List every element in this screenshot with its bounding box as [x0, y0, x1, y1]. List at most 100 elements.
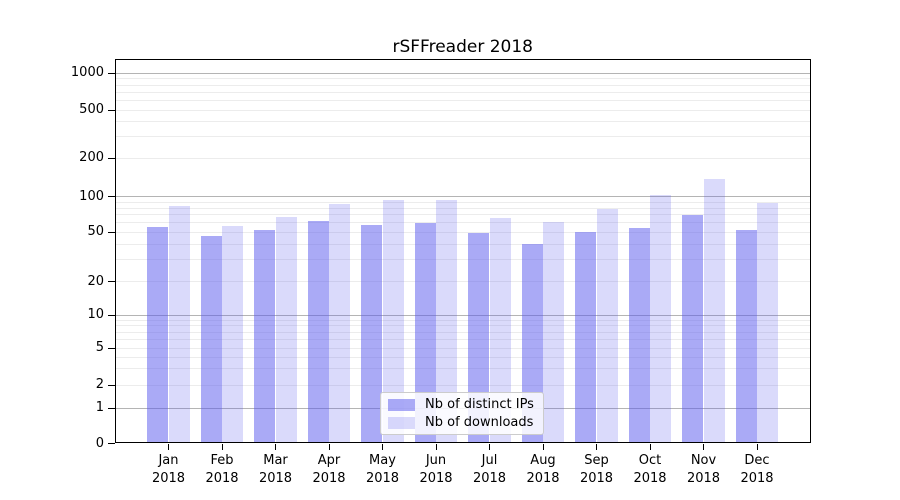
- y-tick-5: [108, 347, 115, 349]
- y-tick-1000: [108, 72, 115, 74]
- bar-downloads-dec: [757, 202, 779, 444]
- minor-gridline: [115, 78, 811, 80]
- y-tick-500: [108, 109, 115, 111]
- y-tick-50: [108, 231, 115, 233]
- minor-gridline: [115, 157, 811, 159]
- bar-downloads-sep: [596, 208, 618, 444]
- bar-distinct-ips-apr: [307, 221, 329, 444]
- x-tick-oct: [649, 444, 651, 450]
- x-tick-dec: [756, 444, 758, 450]
- minor-gridline: [115, 325, 811, 327]
- bar-downloads-mar: [275, 217, 297, 444]
- y-tick-10: [108, 314, 115, 316]
- minor-gridline: [115, 259, 811, 261]
- legend-swatch-downloads: [388, 416, 415, 429]
- minor-gridline: [115, 214, 811, 216]
- x-tick-apr: [328, 444, 330, 450]
- minor-gridline: [115, 319, 811, 321]
- y-tick-label-5: 5: [95, 340, 104, 356]
- bar-distinct-ips-jul: [468, 233, 490, 444]
- y-tick-label-2: 2: [95, 377, 104, 392]
- x-tick-may: [382, 444, 383, 450]
- x-tick-jul: [489, 444, 490, 450]
- major-gridline-100: [115, 196, 811, 198]
- bar-distinct-ips-nov: [682, 214, 704, 444]
- x-tick-mar: [275, 444, 276, 450]
- minor-gridline: [115, 356, 811, 358]
- y-tick-label-10: 10: [87, 307, 104, 322]
- x-tick-label-mar: Mar 2018: [258, 453, 293, 486]
- y-tick-label-200: 200: [79, 150, 104, 166]
- major-gridline-1000: [115, 72, 811, 74]
- bar-distinct-ips-jan: [147, 227, 169, 444]
- y-tick-0: [108, 443, 115, 444]
- x-tick-label-dec: Dec 2018: [740, 453, 774, 486]
- x-tick-label-jan: Jan 2018: [151, 453, 186, 486]
- x-tick-label-sep: Sep 2018: [579, 453, 614, 486]
- minor-gridline: [115, 99, 811, 101]
- y-tick-label-0: 0: [95, 435, 104, 451]
- x-tick-feb: [221, 444, 223, 450]
- bar-distinct-ips-mar: [254, 230, 276, 444]
- y-tick-label-1: 1: [95, 400, 104, 416]
- x-tick-label-oct: Oct 2018: [633, 453, 667, 486]
- x-tick-sep: [596, 444, 597, 450]
- bar-distinct-ips-feb: [200, 235, 222, 444]
- x-tick-label-may: May 2018: [365, 453, 400, 486]
- minor-gridline: [115, 347, 811, 349]
- x-tick-label-jul: Jul 2018: [472, 453, 507, 486]
- bar-downloads-nov: [703, 179, 725, 444]
- legend: Nb of distinct IPs Nb of downloads: [380, 392, 544, 435]
- bar-distinct-ips-dec: [735, 230, 757, 444]
- y-tick-label-50: 50: [87, 224, 104, 240]
- chart-title: rSFFreader 2018: [392, 37, 534, 57]
- bar-downloads-jan: [168, 206, 190, 444]
- minor-gridline: [115, 384, 811, 386]
- x-tick-label-aug: Aug 2018: [526, 453, 560, 486]
- bar-downloads-may: [382, 199, 404, 444]
- major-gridline-10: [115, 314, 811, 316]
- y-tick-1: [108, 407, 115, 409]
- bar-distinct-ips-oct: [628, 228, 650, 444]
- bar-downloads-apr: [329, 203, 351, 444]
- minor-gridline: [115, 243, 811, 245]
- x-tick-nov: [703, 444, 704, 450]
- minor-gridline: [115, 207, 811, 209]
- minor-gridline: [115, 368, 811, 370]
- bar-downloads-jul: [489, 217, 511, 444]
- bar-distinct-ips-jun: [414, 222, 436, 444]
- x-tick-aug: [542, 444, 544, 450]
- y-tick-200: [108, 157, 115, 159]
- minor-gridline: [115, 281, 811, 283]
- bar-downloads-oct: [650, 195, 672, 444]
- legend-item-downloads: Nb of downloads: [381, 415, 543, 430]
- x-tick-label-jun: Jun 2018: [419, 453, 453, 486]
- x-tick-jan: [168, 444, 169, 450]
- y-tick-100: [108, 196, 115, 198]
- legend-label-downloads: Nb of downloads: [425, 415, 534, 430]
- x-tick-label-nov: Nov 2018: [686, 453, 721, 486]
- minor-gridline: [115, 201, 811, 203]
- minor-gridline: [115, 84, 811, 86]
- y-tick-2: [108, 384, 115, 386]
- bar-downloads-aug: [543, 222, 565, 444]
- y-tick-label-20: 20: [87, 273, 104, 289]
- minor-gridline: [115, 231, 811, 233]
- y-tick-20: [108, 281, 115, 283]
- y-tick-label-100: 100: [79, 188, 104, 204]
- bar-downloads-feb: [222, 226, 244, 444]
- bar-distinct-ips-may: [361, 224, 383, 444]
- y-tick-label-1000: 1000: [70, 65, 104, 81]
- legend-label-distinct-ips: Nb of distinct IPs: [425, 397, 534, 412]
- bar-downloads-jun: [436, 199, 458, 444]
- legend-swatch-distinct-ips: [388, 398, 415, 411]
- minor-gridline: [115, 109, 811, 111]
- x-tick-jun: [435, 444, 437, 450]
- plot-border: [115, 59, 811, 444]
- minor-gridline: [115, 331, 811, 333]
- minor-gridline: [115, 121, 811, 123]
- minor-gridline: [115, 339, 811, 341]
- minor-gridline: [115, 222, 811, 224]
- y-tick-label-500: 500: [79, 102, 104, 117]
